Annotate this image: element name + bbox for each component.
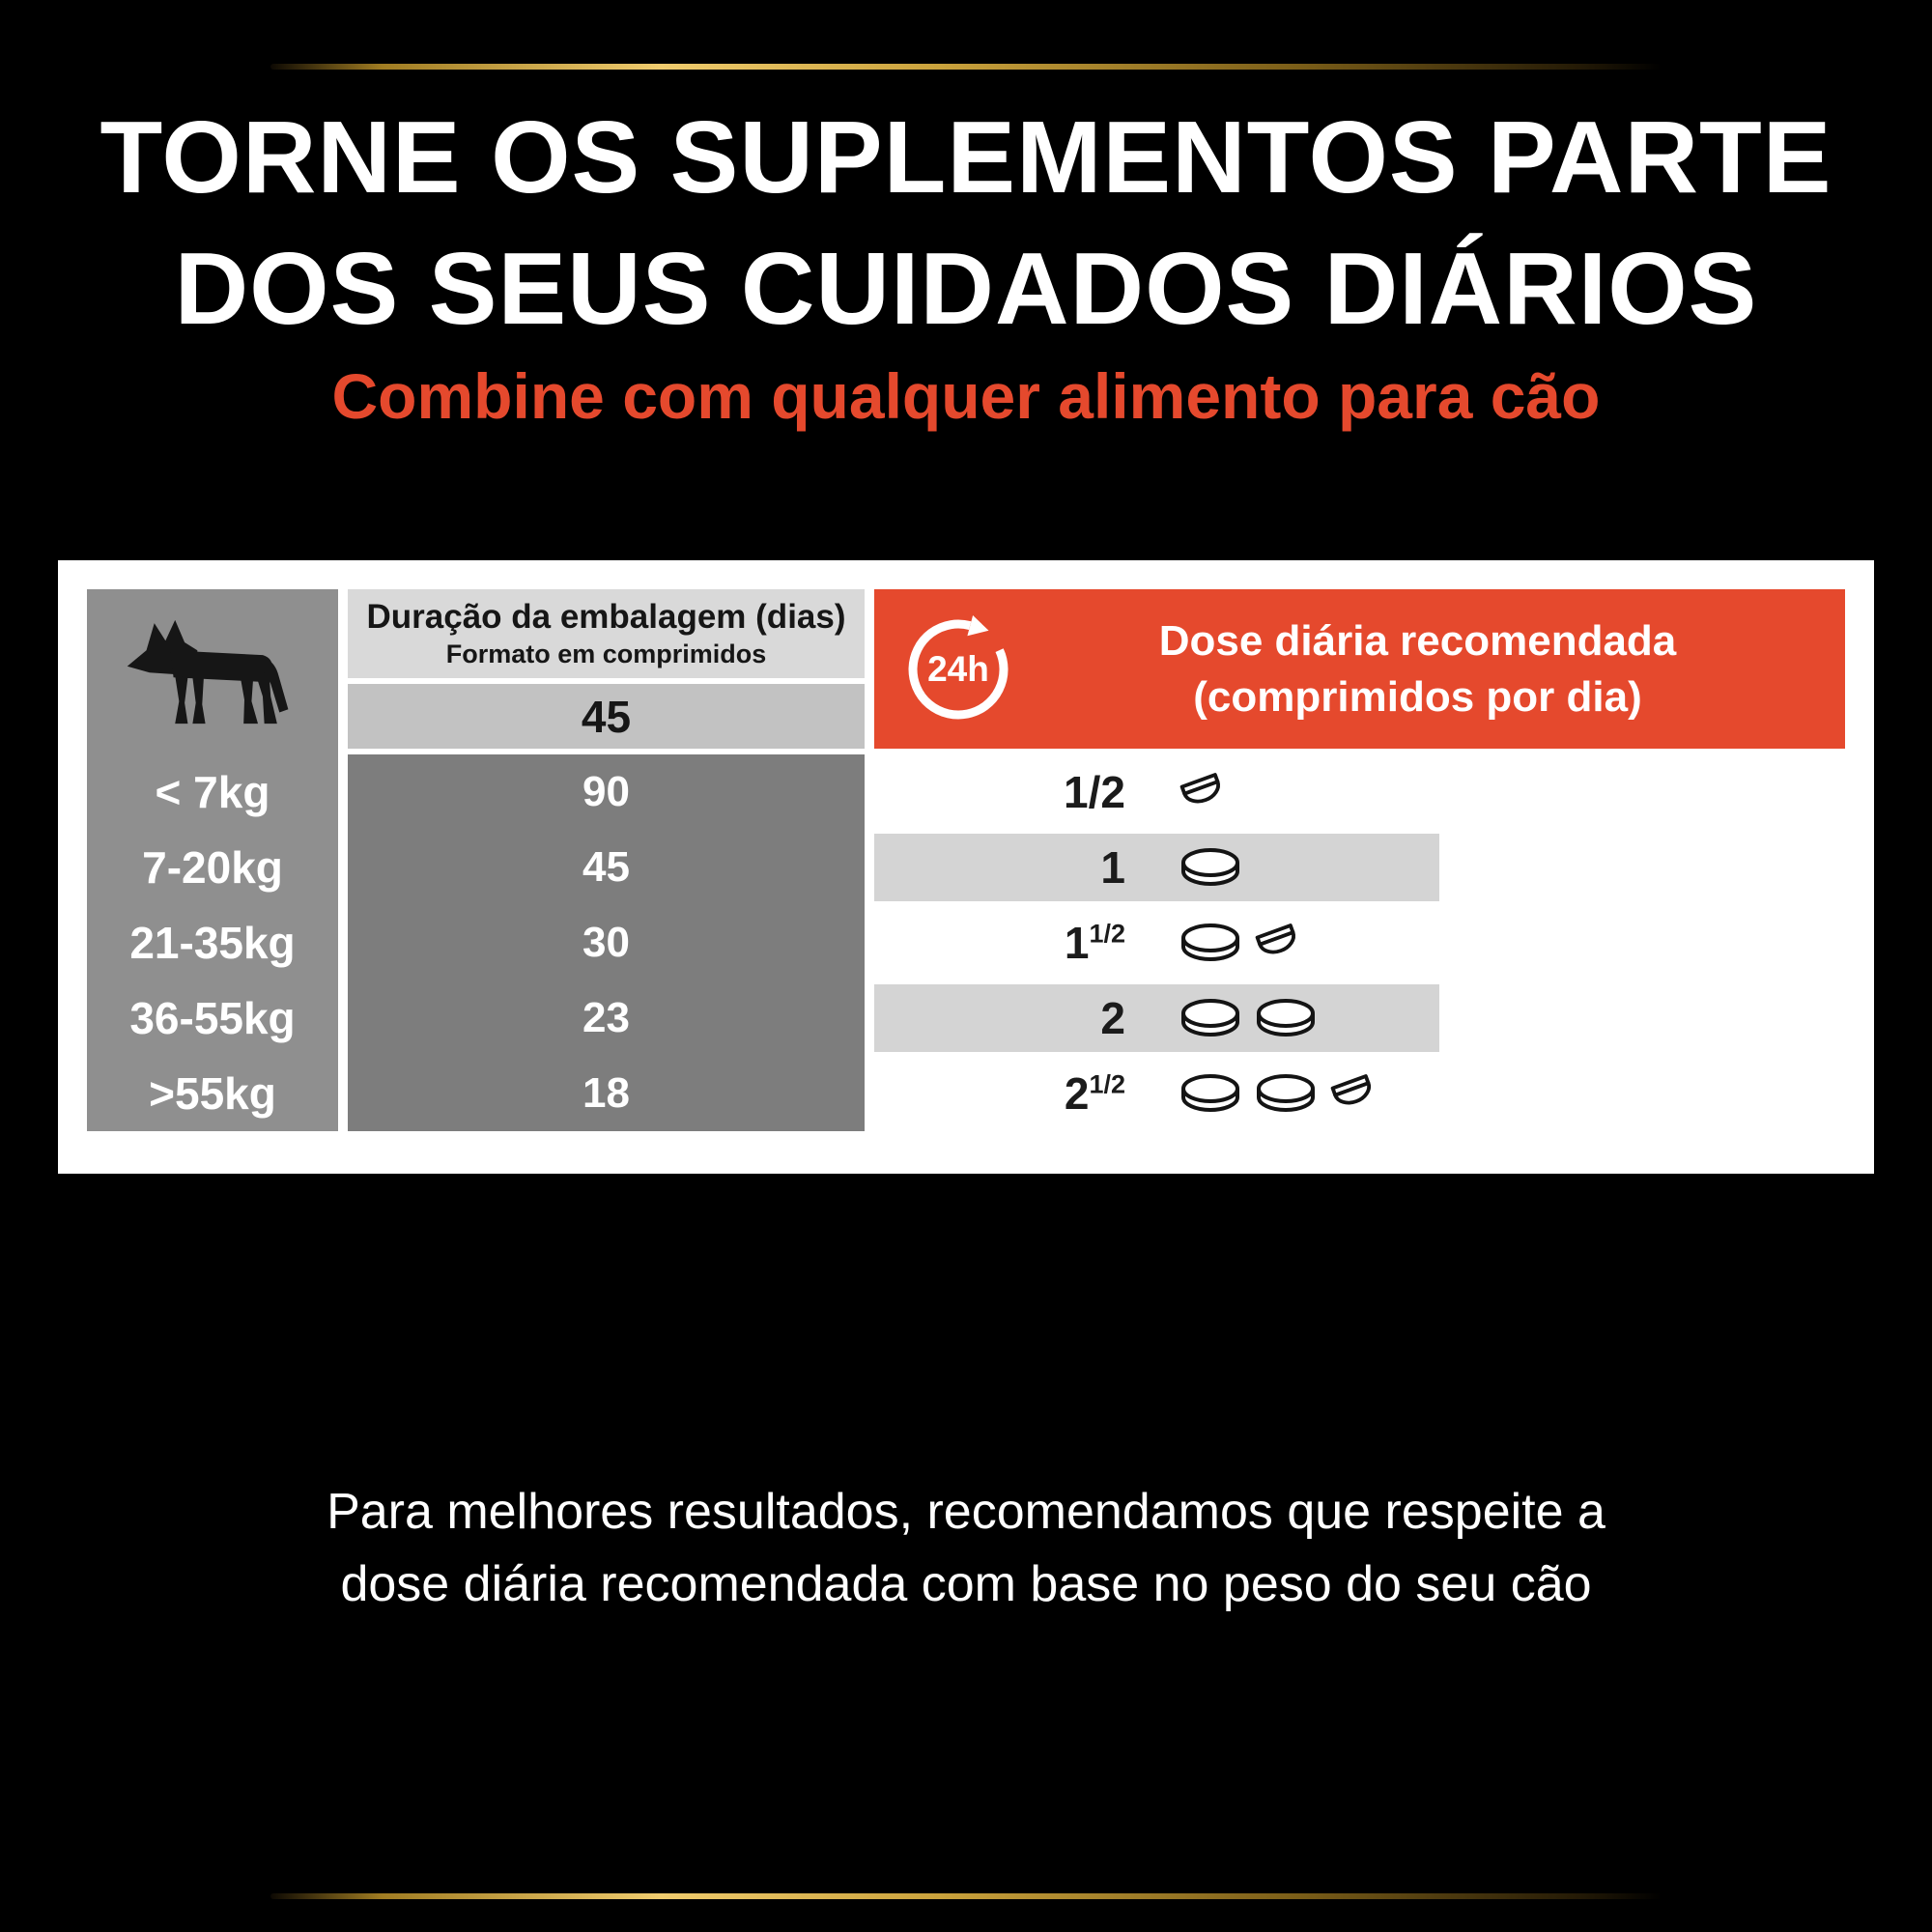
duration-column: Duração da embalagem (dias) Formato em c… [348,589,865,1174]
tablet-icons [1179,843,1242,892]
subtitle: Combine com qualquer alimento para cão [331,360,1601,432]
dose-row: 2 [874,980,1845,1056]
dose-header: 24h Dose diária recomendada (comprimidos… [874,589,1845,749]
tablet-icons [1179,994,1318,1042]
weight-label: < 7kg [155,767,270,817]
duration-value: 90 [582,768,630,815]
weight-label: >55kg [149,1068,276,1119]
24h-label: 24h [927,648,989,689]
duration-header-title: Duração da embalagem (dias) [366,598,846,636]
weight-label: 21-35kg [129,918,296,968]
dosage-table: < 7kg 7-20kg 21-35kg 36-55kg >55kg Duração d… [58,560,1874,1174]
dose-row: 1/2 [874,754,1845,830]
dose-rows: 1/2 1 11/2 2 21/2 [874,754,1845,1131]
tablet-full-icon [1257,999,1315,1037]
dose-value: 21/2 [1064,1068,1125,1119]
duration-rows: 90 45 30 23 18 [348,754,865,1131]
duration-header-subtitle: Formato em comprimidos [445,639,767,668]
tablet-icons [1179,919,1302,967]
dog-icon [87,589,338,749]
tablet-full-icon [1181,848,1239,886]
footer-note: Para melhores resultados, recomendamos q… [0,1476,1932,1622]
row-stripe [874,984,1439,1052]
weight-label: 36-55kg [129,993,296,1043]
dose-value: 2 [1100,993,1125,1043]
dose-row: 1 [874,830,1845,905]
dose-row: 11/2 [874,905,1845,980]
dose-value: 11/2 [1064,918,1125,968]
dose-value: 1 [1100,842,1125,893]
dog-silhouette-icon [127,619,289,724]
duration-value: 30 [582,919,630,966]
tablet-half-icon [1255,923,1295,954]
title-line-2: DOS SEUS CUIDADOS DIÁRIOS [174,231,1758,346]
pack-size-cell: 45 [348,684,865,749]
tablet-full-icon [1257,1074,1315,1112]
dose-fraction: 1/2 [1089,1069,1125,1099]
weight-column: < 7kg 7-20kg 21-35kg 36-55kg >55kg [87,589,338,1131]
dose-value: 1/2 [1064,767,1125,817]
title-line-1: TORNE OS SUPLEMENTOS PARTE [99,100,1833,214]
footer-line-1: Para melhores resultados, recomendamos q… [327,1484,1605,1540]
tablet-icons [1179,1069,1378,1118]
page-title: TORNE OS SUPLEMENTOS PARTE DOS SEUS CUID… [0,93,1932,355]
tablet-half-icon [1330,1074,1371,1105]
dose-header-line-2: (comprimidos por dia) [1193,672,1642,721]
duration-value: 23 [582,994,630,1041]
tablet-full-icon [1181,1074,1239,1112]
tablet-icons [1179,769,1227,815]
footer-line-2: dose diária recomendada com base no peso… [340,1556,1592,1613]
dose-column: 24h Dose diária recomendada (comprimidos… [874,589,1845,1174]
row-stripe [874,834,1439,901]
gold-divider-bottom [270,1893,1662,1899]
duration-value: 45 [582,843,630,891]
dose-header-line-1: Dose diária recomendada [1158,617,1677,666]
dose-header-text: Dose diária recomendada (comprimidos por… [1019,613,1816,724]
weight-rows: < 7kg 7-20kg 21-35kg 36-55kg >55kg [87,754,338,1131]
dose-row: 21/2 [874,1056,1845,1131]
dose-fraction: 1/2 [1089,919,1125,949]
tablet-half-icon [1179,773,1220,804]
24h-icon: 24h [897,609,1019,730]
24h-arrow-circle-icon [908,614,1009,719]
gold-divider-top [270,64,1662,70]
weight-label: 7-20kg [142,842,283,893]
tablet-full-icon [1181,999,1239,1037]
duration-header: Duração da embalagem (dias) Formato em c… [348,589,865,678]
duration-value: 18 [582,1069,630,1117]
tablet-full-icon [1181,923,1239,961]
